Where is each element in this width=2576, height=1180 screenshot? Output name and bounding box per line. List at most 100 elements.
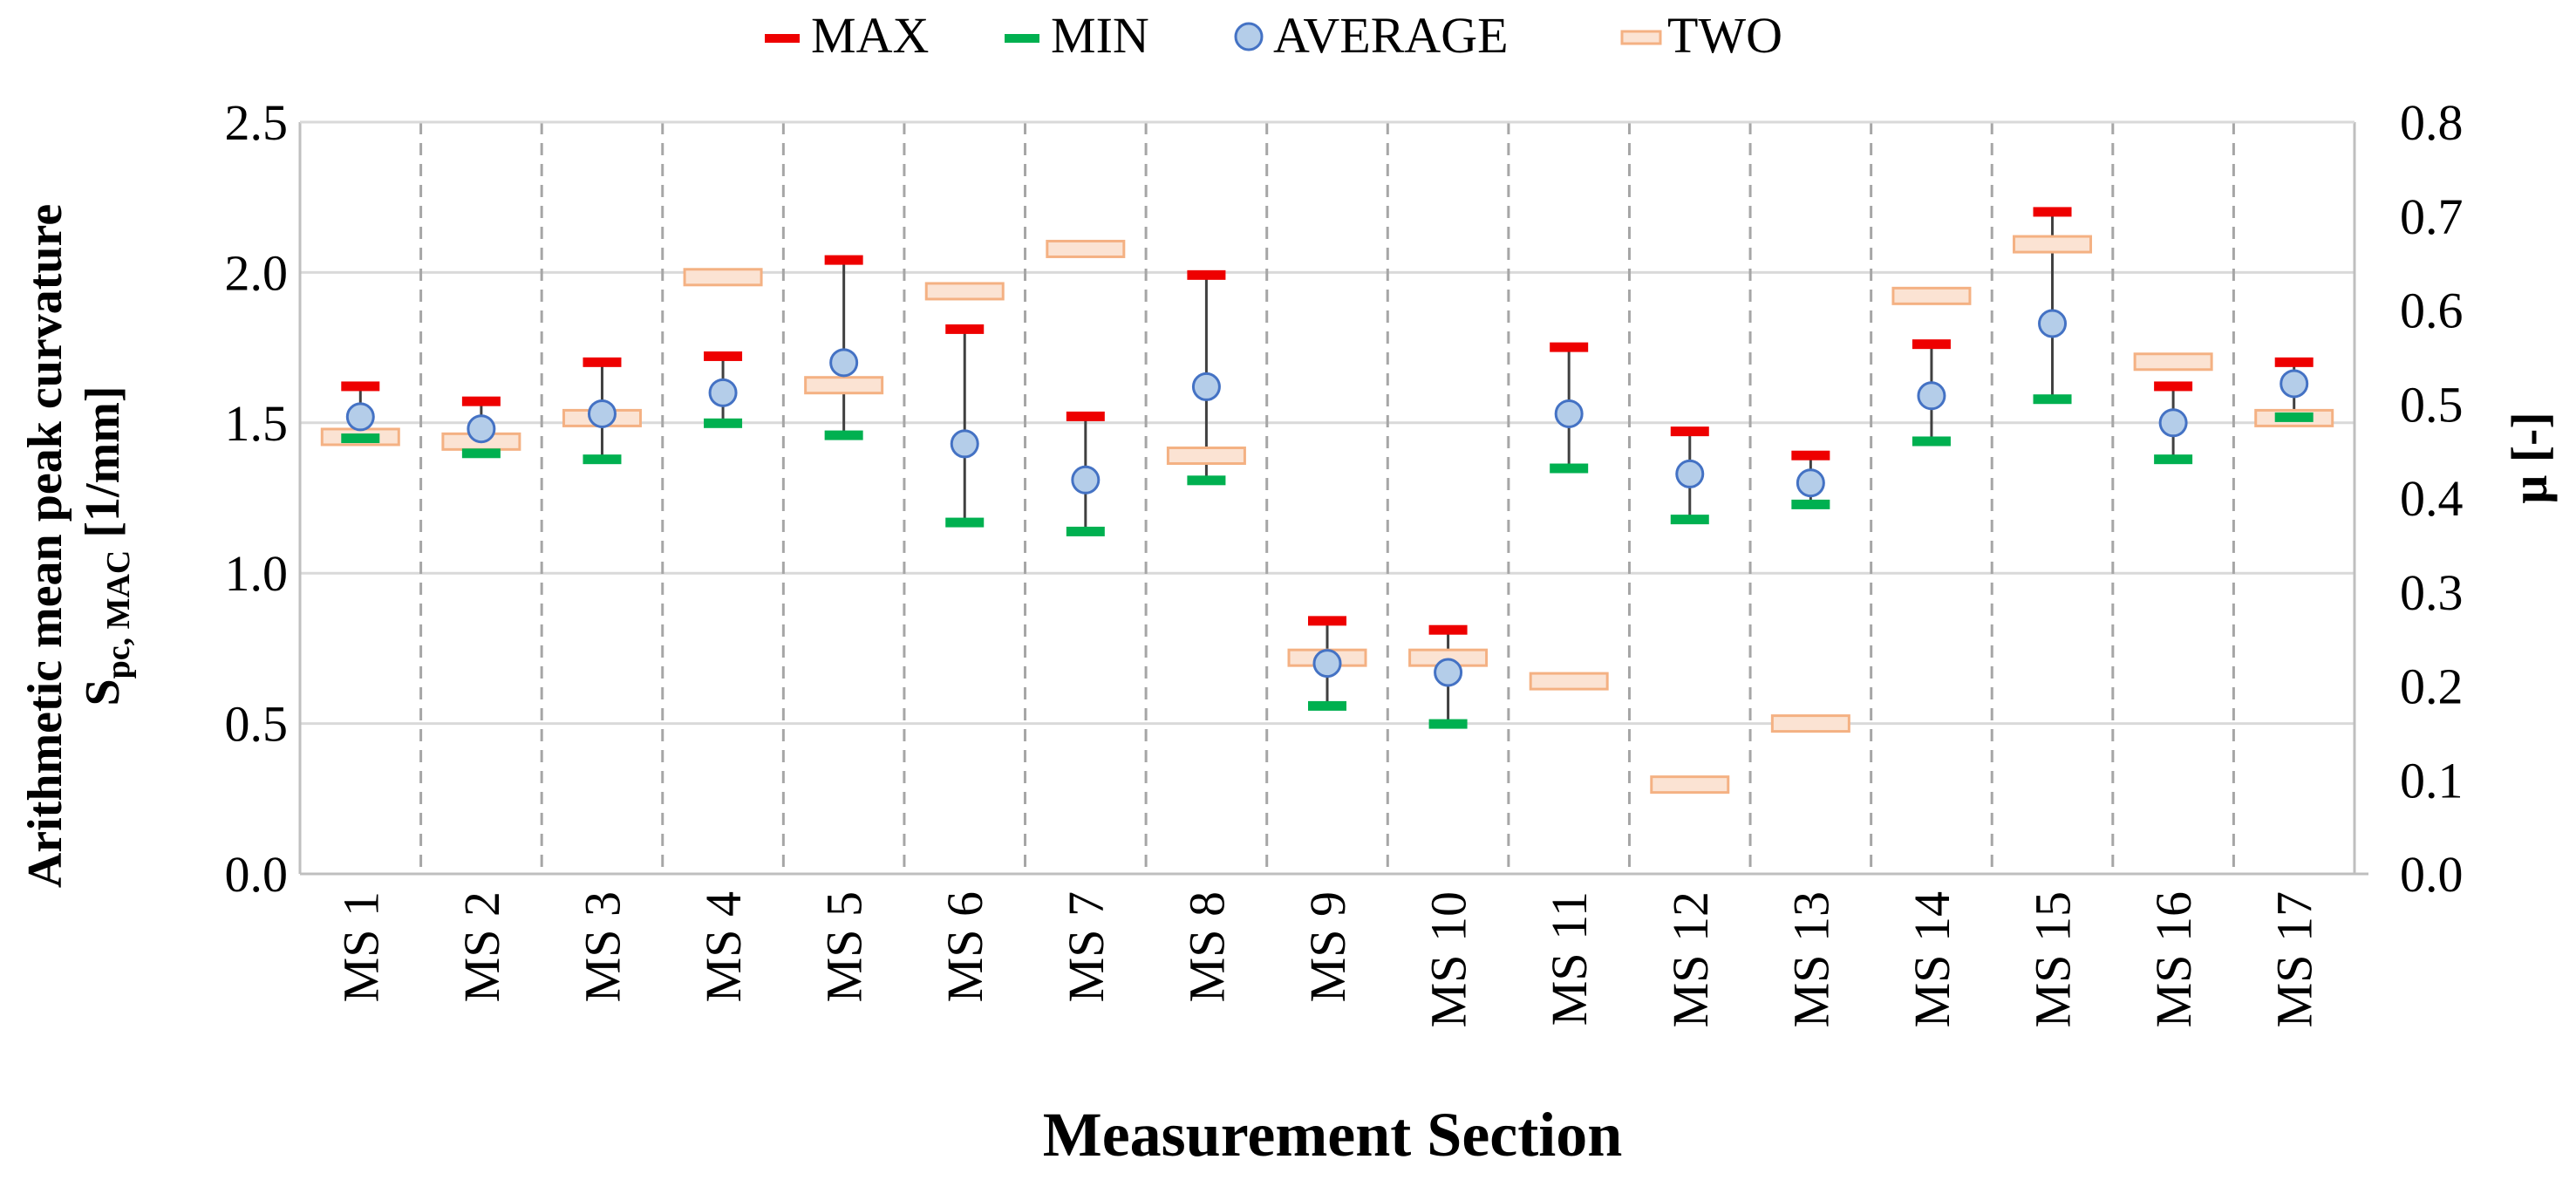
y2-axis-title: μ [-]	[2501, 412, 2558, 503]
legend-label-average: AVERAGE	[1273, 7, 1509, 64]
max-marker	[2154, 381, 2193, 392]
average-marker	[950, 429, 979, 459]
series-min	[341, 394, 2314, 729]
two-marker	[804, 376, 884, 395]
y2-tick-label: 0.5	[2400, 376, 2464, 433]
min-marker	[824, 430, 863, 440]
min-marker	[2274, 412, 2314, 422]
y-axis-title-unit: [1/mm]	[76, 385, 130, 549]
y-axis-title-line1: Arithmetic mean peak curvature	[18, 204, 72, 888]
x-tick-label: MS 6	[937, 891, 993, 1002]
x-tick-label: MS 10	[1421, 891, 1477, 1027]
legend-item-average: AVERAGE	[1234, 7, 1509, 64]
horizontal-gridlines	[300, 270, 2355, 726]
legend-marker-average	[1234, 22, 1264, 51]
two-marker	[924, 282, 1005, 301]
two-marker	[1166, 447, 1246, 466]
x-tick-label: MS 1	[332, 891, 389, 1002]
average-marker	[2158, 408, 2188, 438]
average-marker	[1312, 649, 1342, 679]
x-tick-label: MS 2	[453, 891, 510, 1002]
y2-axis-title-group: μ [-]	[2501, 412, 2558, 503]
average-marker	[2280, 369, 2309, 399]
y2-tick-label: 0.6	[2400, 283, 2464, 339]
y2-tick-label: 0.1	[2400, 752, 2464, 808]
min-marker	[2033, 394, 2072, 405]
x-axis-ticks: MS 1 MS 2 MS 3 MS 4 MS 5 MS 6 MS 7 MS 8 MS 9 MS 1…	[332, 891, 2322, 1027]
y-tick-label: 2.5	[225, 94, 289, 151]
legend-item-two: TWO	[1620, 7, 1782, 64]
average-marker	[708, 378, 738, 407]
two-marker	[1891, 286, 1972, 305]
legend: MAX MIN AVERAGE TWO	[765, 7, 1782, 64]
y-axis-title-second-line: Spc, MAC [1/mm]	[76, 385, 137, 706]
min-marker	[1912, 436, 1951, 447]
x-tick-label: MS 9	[1299, 891, 1356, 1002]
min-marker	[583, 454, 622, 465]
max-marker	[341, 381, 380, 392]
max-marker	[583, 357, 622, 367]
x-tick-label: MS 15	[2025, 891, 2082, 1027]
vertical-gridlines	[419, 122, 2235, 874]
min-marker	[2154, 454, 2193, 465]
legend-label-min: MIN	[1051, 7, 1149, 64]
average-marker	[1796, 468, 1825, 498]
two-marker	[1770, 714, 1850, 733]
max-marker	[1428, 624, 1468, 635]
whisker-lines	[358, 212, 2296, 724]
y-tick-label: 2.0	[225, 244, 289, 301]
axes	[298, 120, 2368, 876]
y-axis-title: Arithmetic mean peak curvature	[18, 204, 72, 888]
max-marker	[1791, 450, 1830, 460]
y-tick-label: 0.0	[225, 846, 289, 903]
min-marker	[1308, 700, 1346, 711]
y-tick-label: 0.5	[225, 696, 289, 753]
x-tick-label: MS 7	[1058, 891, 1114, 1002]
average-marker	[1191, 372, 1221, 401]
min-marker	[945, 517, 985, 528]
average-marker	[1554, 399, 1584, 428]
average-marker	[2038, 309, 2068, 338]
y-tick-label: 1.5	[225, 395, 289, 452]
two-marker	[2013, 235, 2093, 254]
y-tick-label: 1.0	[225, 545, 289, 602]
min-marker	[1187, 475, 1226, 486]
min-marker	[1550, 463, 1589, 474]
average-marker	[1071, 465, 1101, 495]
average-marker	[1434, 658, 1463, 687]
min-marker	[1791, 499, 1830, 509]
max-marker	[1670, 426, 1709, 437]
max-marker	[1912, 339, 1951, 350]
legend-item-min: MIN	[1005, 7, 1149, 64]
y-axis-right-ticks: 0.0 0.1 0.2 0.3 0.4 0.5 0.6 0.7 0.8	[2400, 94, 2464, 903]
two-marker	[1529, 672, 1609, 691]
average-marker	[587, 399, 617, 428]
y-axis-title-line2: Spc, MAC [1/mm]	[76, 385, 137, 706]
max-marker	[1187, 269, 1226, 280]
legend-marker-two	[1620, 30, 1662, 45]
min-marker	[704, 418, 743, 428]
two-marker	[2133, 352, 2213, 372]
x-tick-label: MS 13	[1782, 891, 1839, 1027]
legend-label-two: TWO	[1667, 7, 1782, 64]
series-max	[341, 207, 2314, 635]
x-tick-label: MS 5	[816, 891, 873, 1002]
y-axis-left-ticks: 0.0 0.5 1.0 1.5 2.0 2.5	[225, 94, 289, 903]
y2-tick-label: 0.2	[2400, 658, 2464, 715]
two-marker	[1650, 775, 1730, 795]
max-marker	[1066, 411, 1105, 421]
min-marker	[461, 448, 501, 459]
series-average	[345, 309, 2309, 687]
y2-tick-label: 0.3	[2400, 564, 2464, 621]
legend-label-max: MAX	[811, 7, 929, 64]
legend-item-max: MAX	[765, 7, 929, 64]
min-marker	[341, 433, 380, 444]
max-marker	[2274, 357, 2314, 367]
legend-marker-min	[1005, 34, 1039, 43]
average-marker	[467, 414, 496, 444]
max-marker	[1550, 342, 1589, 352]
y-axis-title-symbol: S	[76, 679, 130, 706]
min-marker	[1670, 515, 1709, 525]
x-tick-label: MS 12	[1662, 891, 1719, 1027]
